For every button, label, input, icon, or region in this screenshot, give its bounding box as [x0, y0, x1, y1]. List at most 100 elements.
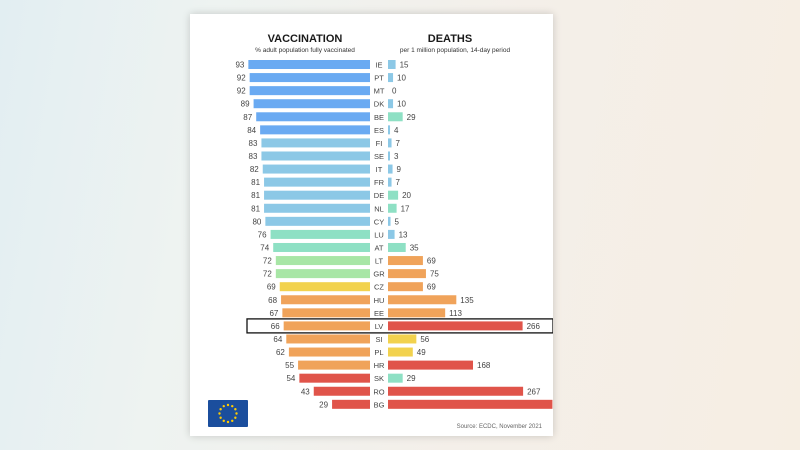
country-code-BG: BG: [374, 400, 385, 409]
deaths-bar-HR: [388, 360, 474, 370]
source-note: Source: ECDC, November 2021: [457, 424, 543, 430]
deaths-bar-RO: [388, 386, 524, 396]
eu-flag-field: [208, 400, 248, 427]
vaccination-subtitle: % adult population fully vaccinated: [255, 47, 355, 54]
vaccination-bar-SI: [286, 334, 370, 344]
deaths-bar-DE: [388, 190, 399, 200]
vaccination-bar-LV: [283, 321, 370, 331]
deaths-title: DEATHS: [428, 33, 472, 45]
vaccination-bar-CZ: [279, 282, 370, 292]
deaths-value-IT: 9: [397, 165, 402, 174]
vaccination-value-SE: 83: [249, 152, 258, 161]
deaths-value-GR: 75: [430, 270, 439, 279]
deaths-bar-CZ: [388, 282, 423, 292]
deaths-value-DK: 10: [397, 100, 406, 109]
deaths-bar-NL: [388, 203, 397, 213]
eu-star-11: [219, 408, 222, 411]
deaths-bar-SE: [388, 151, 390, 161]
deaths-value-PL: 49: [417, 348, 426, 357]
vaccination-value-LU: 76: [258, 230, 267, 239]
vaccination-bar-IT: [262, 164, 370, 174]
country-code-LV: LV: [375, 322, 384, 331]
vaccination-value-SI: 64: [273, 335, 282, 344]
vaccination-bar-FI: [261, 138, 370, 148]
vaccination-bar-SK: [299, 373, 370, 383]
vaccination-value-BE: 87: [243, 113, 252, 122]
country-code-DK: DK: [374, 100, 384, 109]
vaccination-bar-CY: [265, 216, 370, 226]
deaths-value-ES: 4: [394, 126, 399, 135]
deaths-value-LU: 13: [399, 230, 408, 239]
eu-star-2: [231, 404, 234, 408]
deaths-bar-FI: [388, 138, 392, 148]
country-code-LT: LT: [375, 257, 384, 266]
vaccination-value-CY: 80: [252, 217, 261, 226]
vaccination-bar-LT: [275, 256, 370, 266]
country-code-IE: IE: [375, 61, 382, 70]
eu-star-8: [222, 419, 225, 423]
eu-flag-stars: [218, 403, 238, 424]
deaths-bar-LV: [388, 321, 523, 331]
deaths-value-FR: 7: [396, 178, 401, 187]
deaths-value-HR: 168: [477, 361, 491, 370]
deaths-value-DE: 20: [402, 191, 411, 200]
vaccination-bar-ES: [260, 125, 370, 135]
deaths-bar-LT: [388, 256, 423, 266]
vaccination-value-ES: 84: [247, 126, 256, 135]
vaccination-title: VACCINATION: [268, 33, 343, 45]
vaccination-bar-GR: [275, 269, 370, 279]
deaths-value-NL: 17: [401, 204, 410, 213]
deaths-bar-LU: [388, 229, 395, 239]
eu-star-1: [226, 403, 230, 407]
deaths-bar-ES: [388, 125, 391, 135]
deaths-value-CZ: 69: [427, 283, 436, 292]
vaccination-bar-BG: [332, 399, 370, 409]
vaccination-value-GR: 72: [263, 270, 272, 279]
vaccination-value-BG: 29: [319, 400, 328, 409]
country-code-SK: SK: [374, 374, 384, 383]
vaccination-bar-HU: [281, 295, 370, 305]
vaccination-bar-FR: [264, 177, 370, 187]
vaccination-value-LT: 72: [263, 257, 272, 266]
vaccination-value-MT: 92: [237, 87, 246, 96]
vaccination-value-HU: 68: [268, 296, 277, 305]
deaths-bar-GR: [388, 269, 426, 279]
deaths-bar-BG: [388, 399, 553, 409]
deaths-value-SE: 3: [394, 152, 399, 161]
country-code-PT: PT: [374, 74, 384, 83]
vaccination-bar-HR: [298, 360, 370, 370]
vaccination-value-FR: 81: [251, 178, 260, 187]
country-code-RO: RO: [373, 387, 384, 396]
vaccination-value-FI: 83: [249, 139, 258, 148]
deaths-value-SI: 56: [420, 335, 429, 344]
country-code-SE: SE: [374, 152, 384, 161]
vaccination-bar-DE: [264, 190, 370, 200]
vaccination-value-SK: 54: [286, 374, 295, 383]
vaccination-bar-PT: [249, 73, 370, 83]
country-code-CZ: CZ: [374, 283, 384, 292]
country-code-CY: CY: [374, 217, 384, 226]
deaths-value-CY: 5: [395, 217, 400, 226]
deaths-bar-HU: [388, 295, 457, 305]
vaccination-value-LV: 66: [271, 322, 280, 331]
country-code-BE: BE: [374, 113, 384, 122]
country-code-FI: FI: [376, 139, 383, 148]
country-code-EE: EE: [374, 309, 384, 318]
deaths-bar-IE: [388, 60, 396, 69]
eu-star-10: [218, 412, 221, 415]
country-code-DE: DE: [374, 191, 384, 200]
eu-flag: [208, 400, 248, 427]
deaths-bar-AT: [388, 242, 406, 252]
deaths-bar-PT: [388, 73, 394, 83]
vaccination-value-EE: 67: [269, 309, 278, 318]
vaccination-value-DE: 81: [251, 191, 260, 200]
vaccination-value-IT: 82: [250, 165, 259, 174]
country-code-AT: AT: [374, 243, 383, 252]
vaccination-value-PL: 62: [276, 348, 285, 357]
vaccination-bar-IE: [248, 60, 370, 69]
country-code-MT: MT: [374, 87, 385, 96]
vaccination-value-AT: 74: [260, 243, 269, 252]
vaccination-value-IE: 93: [235, 61, 244, 70]
vaccination-bar-AT: [273, 242, 370, 252]
